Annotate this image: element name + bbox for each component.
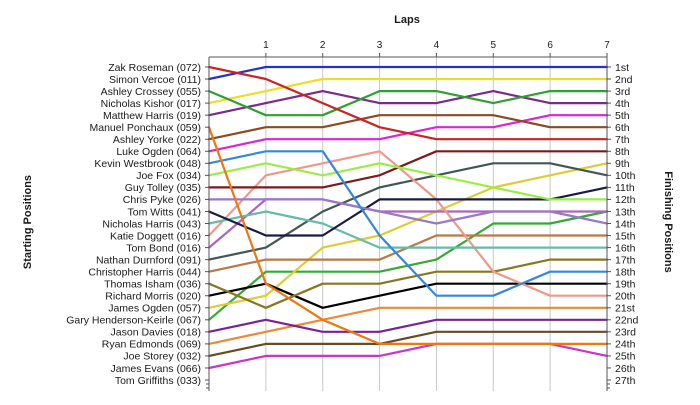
lap-label-3: 3 — [377, 40, 383, 51]
finish-label-27: 27th — [615, 375, 636, 387]
driver-label-6: Manuel Ponchaux (059) — [90, 122, 202, 134]
finish-label-14: 14th — [615, 218, 636, 230]
chart-title: Laps — [394, 14, 420, 26]
driver-label-27: Tom Griffiths (033) — [115, 375, 201, 387]
finish-label-1: 1st — [615, 62, 629, 74]
series-line-25 — [207, 330, 609, 357]
series-line-26 — [207, 342, 609, 370]
driver-label-2: Simon Vercoe (011) — [109, 74, 201, 86]
driver-label-15: Katie Doggett (016) — [110, 230, 201, 242]
series-line-5 — [207, 89, 609, 117]
finish-label-11: 11th — [615, 182, 635, 194]
finish-label-22: 22nd — [615, 315, 639, 327]
driver-label-26: James Evans (066) — [111, 363, 201, 375]
driver-label-3: Ashley Crossey (055) — [101, 86, 201, 98]
driver-label-20: Richard Morris (020) — [105, 291, 201, 303]
lap-label-4: 4 — [434, 40, 440, 51]
lap-label-1: 1 — [263, 40, 269, 51]
lap-label-6: 6 — [547, 40, 553, 51]
driver-label-25: Joe Storey (032) — [123, 351, 201, 363]
series-line-1 — [207, 65, 609, 141]
finish-label-16: 16th — [615, 242, 636, 254]
driver-label-17: Nathan Durnford (091) — [96, 254, 201, 266]
series-line-4 — [207, 77, 609, 105]
finish-label-20: 20th — [615, 291, 636, 303]
series-line-10 — [207, 162, 609, 201]
series-line-2 — [207, 65, 609, 81]
series-line-12 — [207, 198, 609, 225]
finish-label-9: 9th — [615, 158, 630, 170]
finish-label-18: 18th — [615, 266, 636, 278]
finish-label-6: 6th — [615, 122, 630, 134]
driver-label-16: Tom Bond (016) — [126, 242, 201, 254]
finish-label-8: 8th — [615, 146, 630, 158]
finish-label-17: 17th — [615, 254, 636, 266]
y-axis-left-label: Starting Positions — [22, 175, 34, 269]
driver-label-18: Christopher Harris (044) — [88, 266, 201, 278]
driver-label-5: Matthew Harris (019) — [103, 110, 201, 122]
driver-label-12: Chris Pyke (026) — [123, 194, 201, 206]
y-axis-right-label: Finishing Positions — [662, 171, 674, 272]
series-line-3 — [207, 89, 609, 117]
series-line-23 — [207, 318, 609, 333]
driver-label-7: Ashley Yorke (022) — [113, 134, 201, 146]
axes — [205, 53, 611, 391]
driver-label-10: Joe Fox (034) — [136, 170, 201, 182]
driver-label-22: Gary Henderson-Keirle (067) — [66, 315, 201, 327]
series-line-17 — [207, 162, 609, 261]
finish-label-15: 15th — [615, 230, 636, 242]
finish-label-3: 3rd — [615, 86, 630, 98]
lap-label-5: 5 — [491, 40, 497, 51]
lap-label-2: 2 — [320, 40, 326, 51]
finish-label-23: 23rd — [615, 327, 636, 339]
labels: 1 2 3 4 5 6 7 Zak Roseman (072)Simon Vercoe (01… — [66, 40, 638, 387]
finish-label-13: 13th — [615, 206, 636, 218]
finish-label-19: 19th — [615, 278, 636, 290]
driver-label-23: Jason Davies (018) — [111, 327, 201, 339]
finish-label-2: 2nd — [615, 74, 633, 86]
finish-label-26: 26th — [615, 363, 636, 375]
driver-label-14: Nicholas Harris (043) — [102, 218, 201, 230]
series-line-13 — [207, 186, 609, 237]
driver-label-24: Ryan Edmonds (069) — [102, 339, 201, 351]
driver-label-19: Thomas Isham (036) — [104, 278, 201, 290]
finish-label-5: 5th — [615, 110, 630, 122]
driver-label-11: Guy Tolley (035) — [125, 182, 201, 194]
finish-label-21: 21st — [615, 303, 635, 315]
series-line-15 — [207, 150, 609, 297]
series-lines — [207, 65, 609, 370]
lap-label-7: 7 — [604, 40, 610, 51]
driver-label-8: Luke Ogden (064) — [116, 146, 201, 158]
series-line-14 — [207, 210, 609, 249]
driver-label-13: Tom Witts (041) — [127, 206, 201, 218]
series-line-6 — [207, 126, 609, 345]
series-line-7 — [207, 114, 609, 141]
finish-label-12: 12th — [615, 194, 636, 206]
series-line-11 — [207, 150, 609, 189]
series-line-9 — [207, 150, 609, 297]
finish-label-25: 25th — [615, 351, 636, 363]
finish-label-24: 24th — [615, 339, 636, 351]
series-line-24 — [207, 306, 609, 345]
driver-label-9: Kevin Westbrook (048) — [94, 158, 201, 170]
driver-label-21: James Ogden (057) — [108, 303, 201, 315]
driver-label-4: Nicholas Kishor (017) — [101, 98, 201, 110]
driver-label-1: Zak Roseman (072) — [108, 62, 201, 74]
finish-label-4: 4th — [615, 98, 630, 110]
series-line-19 — [207, 258, 609, 309]
series-line-20 — [207, 282, 609, 309]
finish-label-10: 10th — [615, 170, 636, 182]
finish-label-7: 7th — [615, 134, 630, 146]
